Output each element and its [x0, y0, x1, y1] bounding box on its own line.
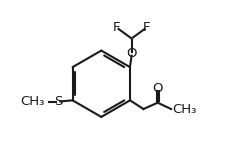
- Text: CH₃: CH₃: [173, 103, 197, 115]
- Text: O: O: [152, 82, 163, 95]
- Text: F: F: [113, 21, 120, 34]
- Text: F: F: [143, 21, 150, 34]
- Text: S: S: [54, 95, 62, 108]
- Text: O: O: [126, 47, 137, 60]
- Text: CH₃: CH₃: [20, 95, 44, 108]
